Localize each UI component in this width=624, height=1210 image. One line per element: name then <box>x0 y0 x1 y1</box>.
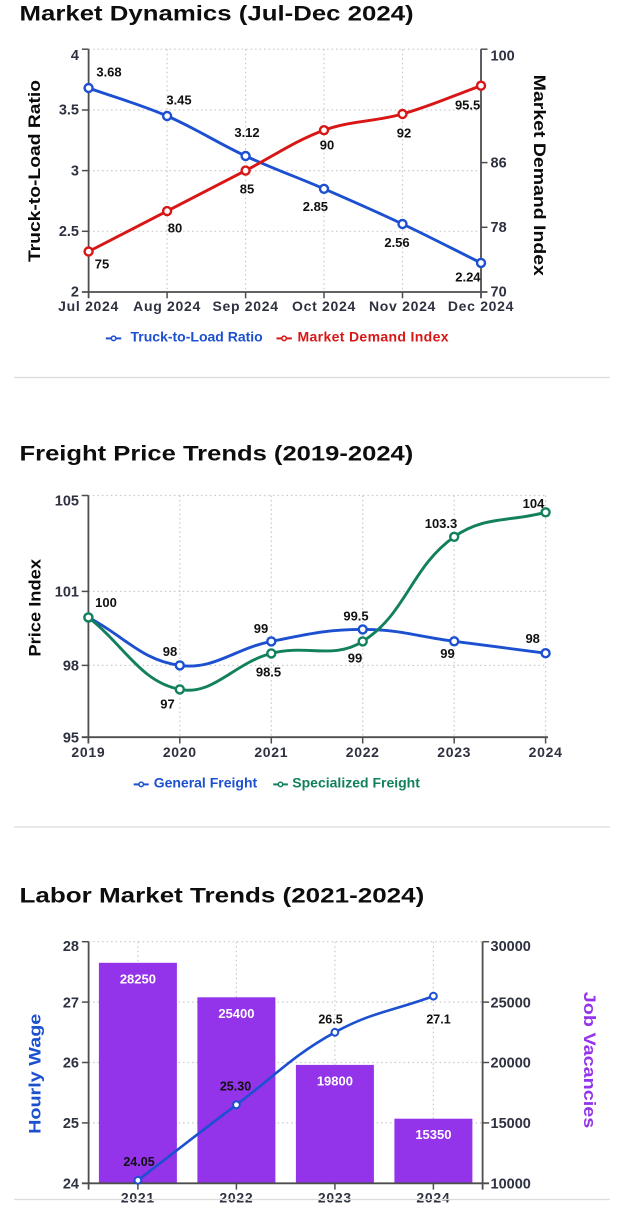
svg-text:27: 27 <box>63 995 79 1011</box>
svg-text:26.5: 26.5 <box>318 1013 342 1027</box>
svg-text:3.12: 3.12 <box>234 125 259 140</box>
svg-text:98.5: 98.5 <box>256 665 281 680</box>
svg-text:2024: 2024 <box>416 1190 450 1205</box>
svg-text:4: 4 <box>71 48 79 64</box>
svg-text:Freight Price Trends (2019-202: Freight Price Trends (2019-2024) <box>20 442 414 466</box>
svg-text:3.68: 3.68 <box>96 65 121 80</box>
svg-text:25000: 25000 <box>491 995 531 1011</box>
svg-text:2022: 2022 <box>346 744 380 760</box>
svg-text:104: 104 <box>523 496 545 511</box>
svg-text:85: 85 <box>240 182 254 197</box>
svg-text:26: 26 <box>63 1056 79 1072</box>
svg-text:95: 95 <box>63 730 79 746</box>
svg-text:2.85: 2.85 <box>303 199 328 214</box>
svg-text:2019: 2019 <box>71 744 105 760</box>
svg-text:2022: 2022 <box>219 1190 253 1205</box>
svg-text:92: 92 <box>397 126 411 141</box>
svg-text:3.45: 3.45 <box>166 93 191 108</box>
svg-text:Nov 2024: Nov 2024 <box>369 298 436 314</box>
svg-text:Labor Market Trends (2021-2024: Labor Market Trends (2021-2024) <box>20 884 425 908</box>
svg-text:Truck-to-Load Ratio: Truck-to-Load Ratio <box>131 328 263 344</box>
svg-text:98: 98 <box>525 631 539 646</box>
svg-text:25400: 25400 <box>218 1006 254 1021</box>
svg-text:27.1: 27.1 <box>426 1013 450 1027</box>
svg-text:97: 97 <box>160 697 174 712</box>
svg-text:15350: 15350 <box>415 1127 451 1142</box>
svg-text:2023: 2023 <box>437 744 471 760</box>
svg-text:2021: 2021 <box>121 1190 155 1205</box>
svg-text:Hourly Wage: Hourly Wage <box>26 1014 44 1134</box>
svg-text:2021: 2021 <box>254 744 288 760</box>
svg-text:24: 24 <box>63 1177 79 1193</box>
svg-text:Dec 2024: Dec 2024 <box>448 298 514 314</box>
svg-text:100: 100 <box>95 595 117 610</box>
svg-text:95.5: 95.5 <box>455 98 480 113</box>
svg-text:2.56: 2.56 <box>384 235 409 250</box>
svg-text:Oct 2024: Oct 2024 <box>292 298 356 314</box>
svg-text:Specialized Freight: Specialized Freight <box>292 774 420 790</box>
svg-text:2.24: 2.24 <box>455 270 481 285</box>
svg-text:Sep 2024: Sep 2024 <box>212 298 278 314</box>
svg-text:70: 70 <box>491 285 507 301</box>
svg-text:General Freight: General Freight <box>154 774 258 790</box>
svg-text:99.5: 99.5 <box>343 609 368 624</box>
svg-text:Jul 2024: Jul 2024 <box>58 298 119 314</box>
svg-text:2.5: 2.5 <box>59 224 79 240</box>
svg-text:2020: 2020 <box>163 744 197 760</box>
svg-text:101: 101 <box>55 585 79 601</box>
svg-text:Market Demand Index: Market Demand Index <box>298 328 449 344</box>
svg-text:19800: 19800 <box>317 1073 353 1088</box>
svg-text:24.05: 24.05 <box>123 1155 154 1169</box>
svg-text:30000: 30000 <box>491 939 531 955</box>
svg-text:25.30: 25.30 <box>220 1080 251 1094</box>
svg-text:103.3: 103.3 <box>425 516 458 531</box>
svg-text:99: 99 <box>254 621 268 636</box>
svg-text:98: 98 <box>63 659 79 675</box>
svg-text:10000: 10000 <box>491 1177 531 1193</box>
svg-text:2: 2 <box>71 285 79 301</box>
svg-text:90: 90 <box>320 138 334 153</box>
svg-text:Aug 2024: Aug 2024 <box>133 298 201 314</box>
svg-text:15000: 15000 <box>491 1116 531 1132</box>
svg-text:Price Index: Price Index <box>26 559 45 657</box>
svg-text:Market Demand Index: Market Demand Index <box>530 75 548 276</box>
svg-text:78: 78 <box>491 220 507 236</box>
svg-text:Truck-to-Load Ratio: Truck-to-Load Ratio <box>26 80 44 262</box>
svg-text:2024: 2024 <box>529 744 563 760</box>
svg-text:80: 80 <box>168 221 182 236</box>
svg-text:99: 99 <box>348 651 362 666</box>
svg-text:2023: 2023 <box>318 1190 352 1205</box>
svg-text:28: 28 <box>63 939 79 955</box>
svg-text:100: 100 <box>491 49 515 65</box>
svg-text:98: 98 <box>163 644 177 659</box>
svg-text:20000: 20000 <box>491 1056 531 1072</box>
svg-text:86: 86 <box>491 155 507 171</box>
svg-text:Job Vacancies: Job Vacancies <box>580 992 598 1128</box>
svg-text:25: 25 <box>63 1116 79 1132</box>
svg-text:Market Dynamics (Jul-Dec 2024): Market Dynamics (Jul-Dec 2024) <box>20 2 414 26</box>
svg-text:28250: 28250 <box>120 971 156 986</box>
svg-text:3: 3 <box>71 163 79 179</box>
svg-text:99: 99 <box>440 646 454 661</box>
svg-text:75: 75 <box>95 257 109 272</box>
svg-text:3.5: 3.5 <box>59 103 79 119</box>
svg-text:105: 105 <box>55 494 79 510</box>
